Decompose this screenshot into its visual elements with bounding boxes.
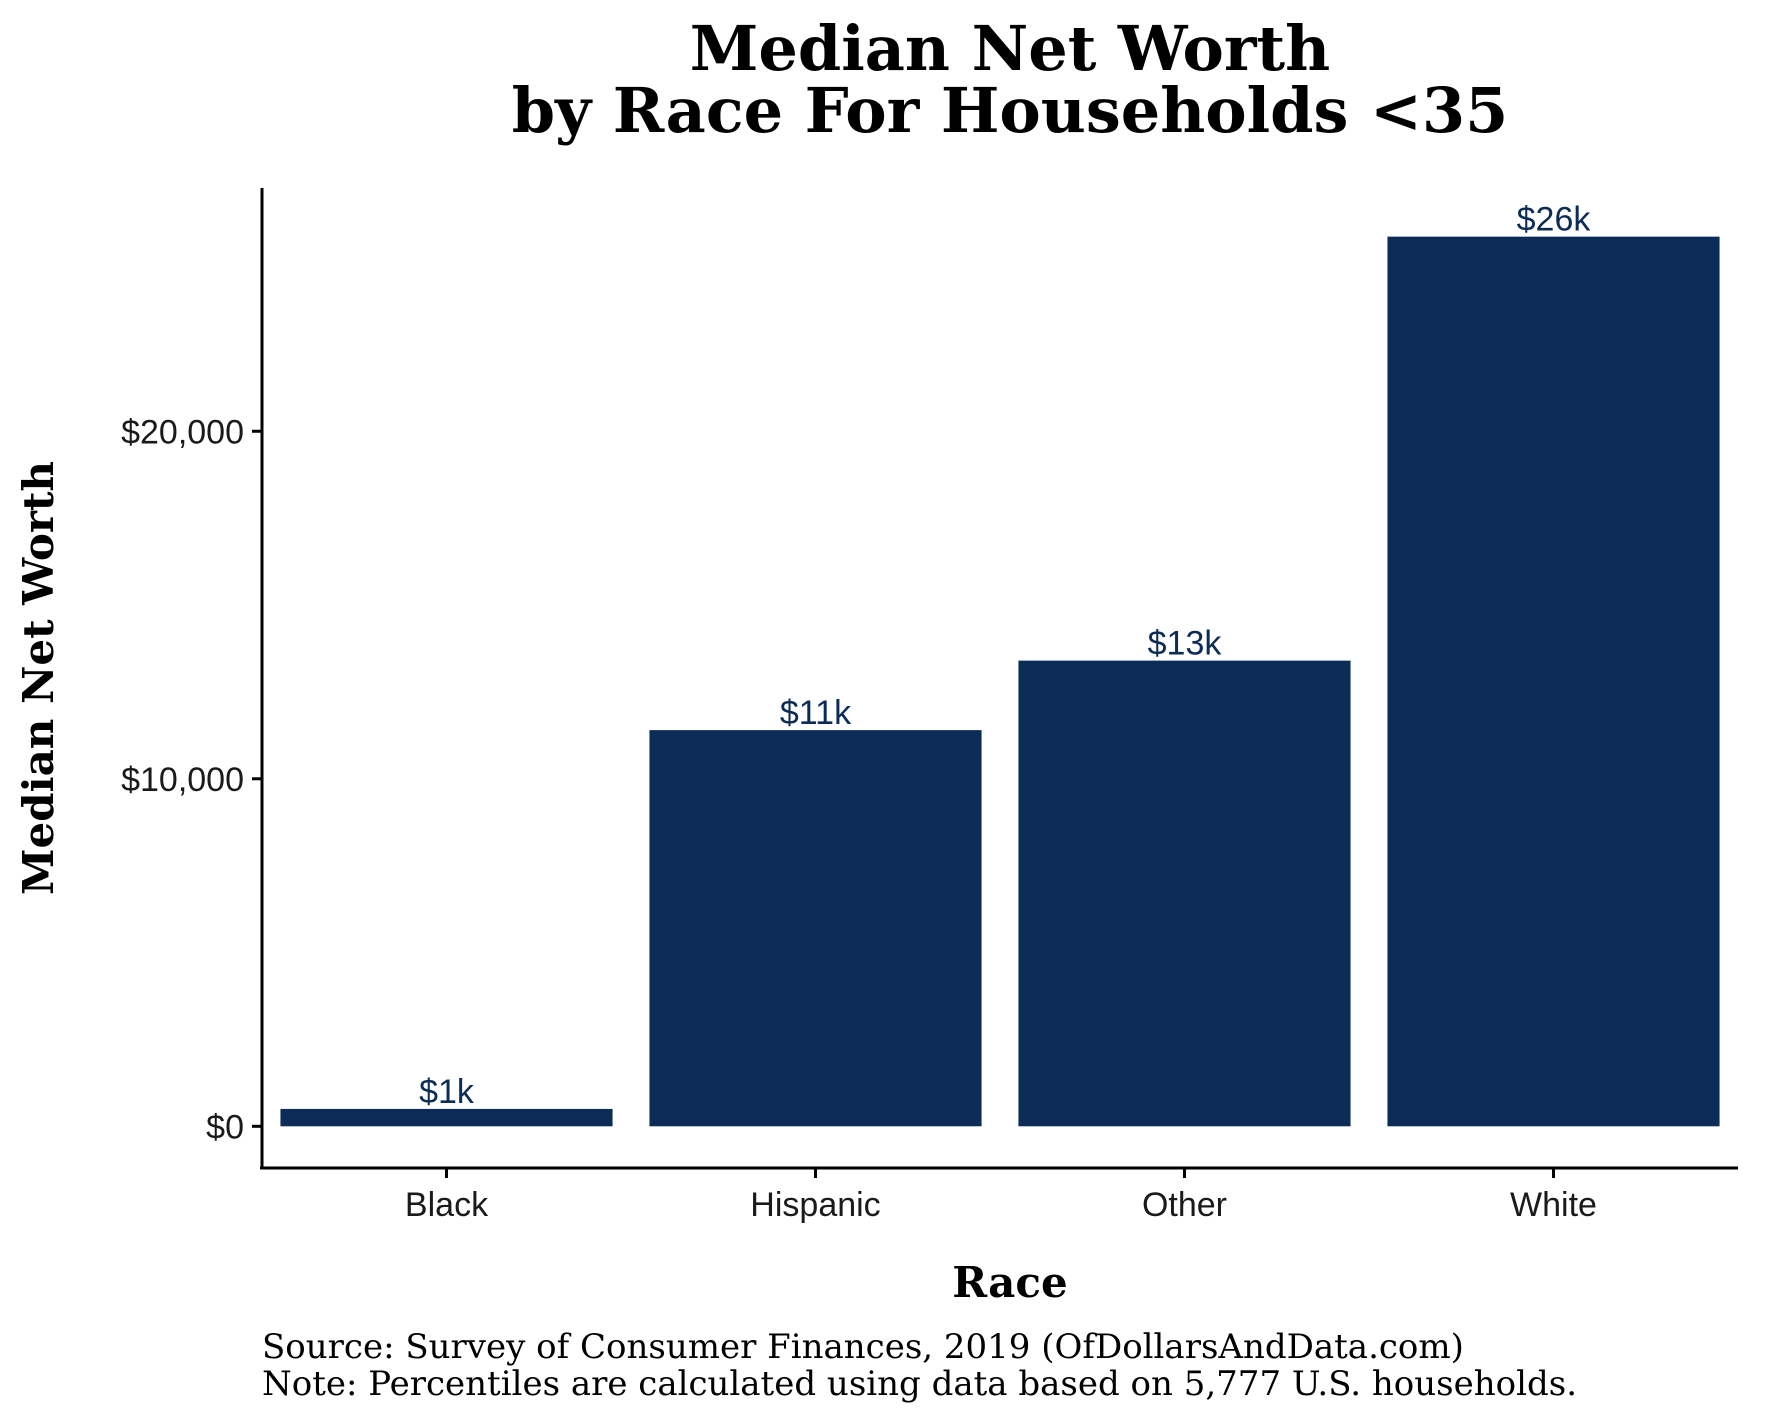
data-label-other: $13k — [1148, 625, 1223, 663]
y-tick-label: $0 — [206, 1108, 244, 1146]
y-tick-label: $10,000 — [121, 761, 244, 799]
y-axis-title: Median Net Worth — [14, 461, 63, 895]
y-tick-label: $20,000 — [121, 413, 244, 451]
source-caption: Source: Survey of Consumer Finances, 201… — [262, 1327, 1464, 1367]
chart-title-line-2: by Race For Households <35 — [512, 74, 1509, 147]
data-label-black: $1k — [419, 1073, 475, 1111]
x-tick-label-hispanic: Hispanic — [750, 1186, 880, 1224]
x-tick-label-other: Other — [1142, 1186, 1227, 1224]
bar-other — [1018, 660, 1351, 1127]
x-tick-label-white: White — [1510, 1186, 1597, 1224]
bar-black — [280, 1108, 613, 1127]
bar-hispanic — [649, 730, 982, 1127]
data-label-hispanic: $11k — [780, 694, 852, 732]
x-axis-title: Race — [952, 1258, 1067, 1307]
chart-title-line-1: Median Net Worth — [690, 12, 1330, 85]
x-tick-label-black: Black — [405, 1186, 489, 1224]
bar-white — [1387, 236, 1720, 1127]
plot-area: $0 $10,000 $20,000 $1k Black $11k Hispanic $13k… — [121, 201, 1720, 1224]
note-caption: Note: Percentiles are calculated using d… — [262, 1364, 1577, 1404]
data-label-white: $26k — [1517, 201, 1592, 239]
